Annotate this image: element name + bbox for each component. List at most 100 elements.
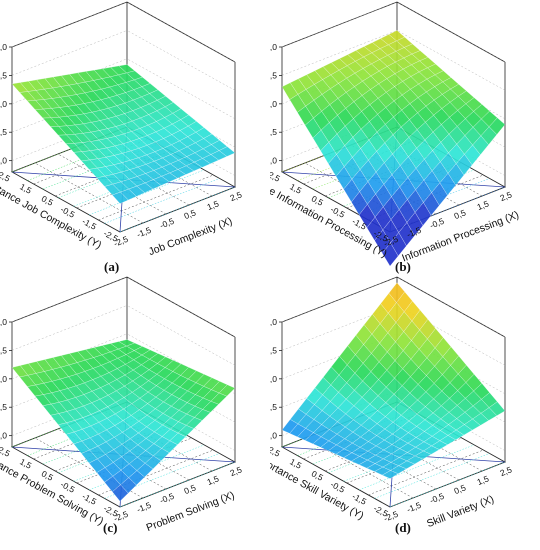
side-wall-z-grid-3 [396,30,506,91]
response-surface [281,282,506,479]
x-tick-label: -1,5 [405,500,423,515]
x-tick-label: 1,5 [206,473,221,487]
back-wall-z-grid-3 [11,305,128,351]
x-tick-label: -0,5 [158,491,176,506]
z-tick-label: 3,0 [0,156,7,166]
z-tick-label: 5,0 [0,42,7,52]
y-tick-label: 0,5 [310,468,325,483]
back-wall-z-grid-3 [281,305,398,351]
floor-grid-y-1 [98,174,214,221]
side-wall-z-grid-3 [126,305,236,366]
floor-grid-x-0 [281,446,391,508]
floor-contour [359,444,475,491]
x-tick-label: 2,5 [229,464,244,478]
x-tick-label: 1,5 [476,473,491,487]
response-surface [11,339,236,502]
floor-contour [104,178,220,224]
floor-contour [119,461,236,508]
side-wall-z-grid-4 [126,276,236,338]
x-tick-label: 0,5 [183,207,198,221]
floor-grid-y-0 [389,461,506,508]
floor-contour [374,453,490,499]
floor-grid-x-1 [304,437,414,499]
y-tick-label: 2,5 [0,444,12,459]
floor-contour [374,178,490,224]
surface-chart-3: 3,03,54,04,55,0Job Performance (Z)-2,5-1… [0,276,244,534]
panel-label-3: (c) [103,520,118,535]
floor-grid-y-0 [119,186,236,233]
y-tick-label: 2,5 [270,169,282,184]
back-wall-z-grid-3 [11,30,128,76]
back-wall-z-grid-4 [281,1,398,48]
y-tick-label: 1,5 [288,456,303,471]
floor-grid-y-5 [11,126,128,173]
x-tick-label: -0,5 [428,216,446,231]
x-tick-label: 0,5 [453,207,468,221]
y-tick-label: 1,5 [18,181,33,196]
z-tick-label: 3,0 [270,156,277,166]
floor-grid-y-1 [368,449,484,496]
surface-chart-2: 3,03,54,04,55,0Job Performance (Z)-2,5-1… [270,1,521,267]
z-tick-label: 5,0 [270,317,277,327]
x-tick-label: 2,5 [499,189,514,203]
floor-grid-x-0 [11,446,121,508]
x-tick-label: -1,5 [135,225,153,240]
surface-facet [111,191,129,204]
surface-facet [382,242,399,267]
floor-contour [389,186,506,233]
x-tick-label: 1,5 [476,198,491,212]
z-tick-label: 4,0 [270,374,277,384]
z-tick-label: 3,5 [270,127,277,137]
z-tick-label: 3,5 [0,127,7,137]
y-tick-label: 2,5 [0,169,12,184]
floor-grid-x-0 [11,171,121,233]
floor-contour [119,186,236,233]
response-surface [281,30,506,267]
z-tick-label: 4,5 [270,70,277,80]
panel-label-2: (b) [395,259,411,274]
x-tick-label: 0,5 [183,482,198,496]
z-tick-label: 3,5 [270,402,277,412]
side-wall-z-grid-4 [126,1,236,63]
z-tick-label: 4,0 [0,374,7,384]
back-wall-z-grid-4 [11,1,128,48]
side-wall-z-grid-4 [396,1,506,63]
z-tick-label: 4,0 [270,99,277,109]
surface-chart-1: 3,03,54,04,55,0Job Performance (Z)-2,5-1… [0,1,244,258]
floor-contour [89,169,205,216]
floor-grid-y-0 [119,461,236,508]
y-tick-label: 1,5 [288,181,303,196]
back-wall-z-grid-3 [281,30,398,76]
surface-facet [381,470,399,479]
floor-contour [89,444,205,491]
x-tick-label: 2,5 [229,189,244,203]
panel-label-1: (a) [104,259,120,274]
back-wall-z-grid-4 [281,276,398,323]
z-tick-label: 4,5 [0,345,7,355]
y-tick-label: 0,5 [40,468,55,483]
y-tick-label: 0,5 [40,193,55,208]
x-tick-label: -1,5 [135,500,153,515]
z-tick-label: 3,5 [0,402,7,412]
y-tick-label: 2,5 [270,444,282,459]
y-axis-label: Importance Job Complexity (Y) [0,171,103,251]
surface-chart-4: 3,03,54,04,55,0Job Performance (Z)-2,5-1… [270,276,513,530]
floor-contour [389,461,506,508]
side-wall-z-grid-2 [126,58,236,119]
z-tick-label: 4,0 [0,99,7,109]
panel-label-4: (d) [395,520,411,535]
back-wall-z-grid-4 [11,276,128,323]
floor-grid-x-1 [34,162,144,224]
side-wall-z-grid-3 [126,30,236,91]
z-tick-label: 4,5 [0,70,7,80]
side-wall-z-grid-3 [396,305,506,366]
x-tick-label: 1,5 [206,198,221,212]
x-tick-label: 0,5 [453,482,468,496]
z-tick-label: 4,5 [270,345,277,355]
x-tick-label: -0,5 [158,216,176,231]
y-tick-label: 0,5 [310,193,325,208]
side-wall-z-grid-4 [396,276,506,338]
x-tick-label: -0,5 [428,491,446,506]
z-tick-label: 5,0 [270,42,277,52]
